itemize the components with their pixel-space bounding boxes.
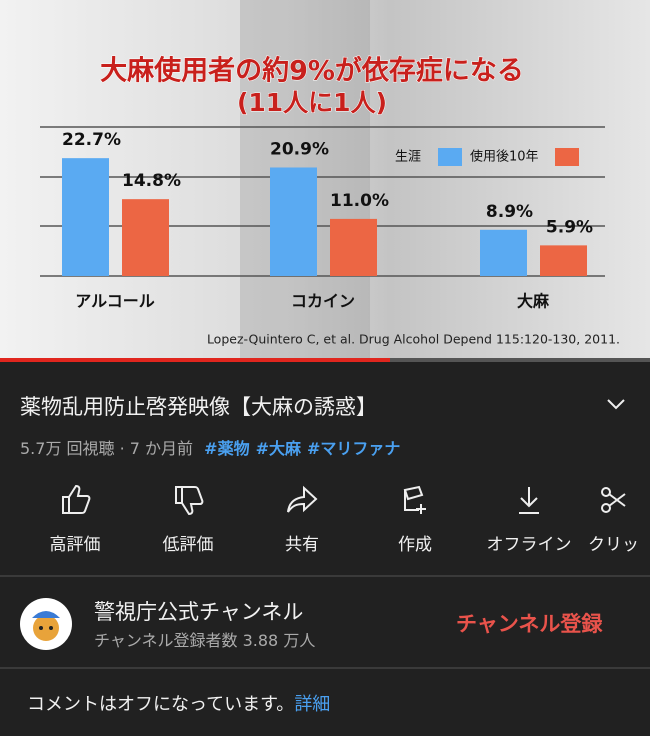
like-button[interactable]: 高評価: [20, 482, 130, 555]
details-link[interactable]: 詳細: [294, 694, 331, 715]
share-button[interactable]: 共有: [247, 482, 357, 555]
chart-title: 大麻使用者の約9%が依存症になる: [100, 55, 524, 87]
action-label: オフライン: [486, 535, 572, 555]
bar: [540, 245, 587, 276]
chart-subtitle: (11人に1人): [237, 88, 387, 117]
action-label: 低評価: [162, 535, 214, 555]
legend-swatch: [438, 148, 462, 166]
video-frame[interactable]: 大麻使用者の約9%が依存症になる (11人に1人) Lopez-Quintero…: [0, 0, 650, 362]
create-button[interactable]: 作成: [360, 482, 470, 555]
comments-off-text: コメントはオフになっています。: [27, 694, 295, 715]
channel-name[interactable]: 警視庁公式チャンネル: [94, 600, 304, 624]
chart-source: Lopez-Quintero C, et al. Drug Alcohol De…: [207, 332, 620, 347]
value-label: 5.9%: [546, 217, 593, 237]
view-info: 5.7万 回視聴 · 7 か月前: [20, 439, 194, 458]
value-label: 14.8%: [122, 171, 181, 191]
x-tick-label: 大麻: [517, 292, 550, 311]
value-label: 20.9%: [270, 139, 329, 159]
clip-button[interactable]: クリッ: [588, 482, 650, 555]
subscriber-count: チャンネル登録者数 3.88 万人: [94, 631, 316, 650]
value-label: 11.0%: [330, 191, 389, 211]
legend-label: 生涯: [395, 150, 421, 165]
bar: [62, 158, 109, 276]
value-label: 22.7%: [62, 130, 121, 150]
bar: [122, 199, 169, 276]
video-title[interactable]: 薬物乱用防止啓発映像【大麻の誘惑】: [20, 395, 377, 419]
subscribe-button[interactable]: チャンネル登録: [456, 612, 603, 636]
download-button[interactable]: オフライン: [474, 482, 584, 555]
video-meta: 5.7万 回視聴 · 7 か月前 #薬物 #大麻 #マリファナ: [20, 435, 400, 459]
x-tick-label: アルコール: [75, 292, 155, 311]
hashtag[interactable]: #薬物: [204, 439, 250, 458]
legend-swatch: [555, 148, 579, 166]
comments-status: コメントはオフになっています。詳細: [27, 690, 330, 716]
legend-label: 使用後10年: [470, 149, 539, 165]
bar: [480, 229, 527, 276]
divider: [0, 667, 650, 669]
progress-bar: [0, 358, 390, 362]
action-label: 作成: [398, 535, 432, 555]
hashtag[interactable]: #大麻: [255, 439, 301, 458]
hashtag[interactable]: #マリファナ: [307, 439, 401, 458]
divider: [0, 575, 650, 577]
action-label: 高評価: [49, 535, 101, 555]
bar: [270, 167, 317, 276]
value-label: 8.9%: [486, 202, 533, 222]
action-label: 共有: [285, 535, 319, 555]
action-label: クリッ: [588, 535, 639, 555]
expand-icon[interactable]: [604, 395, 628, 413]
bar: [330, 218, 377, 276]
dislike-button[interactable]: 低評価: [133, 482, 243, 555]
x-tick-label: コカイン: [291, 292, 355, 311]
channel-avatar[interactable]: [20, 598, 72, 650]
